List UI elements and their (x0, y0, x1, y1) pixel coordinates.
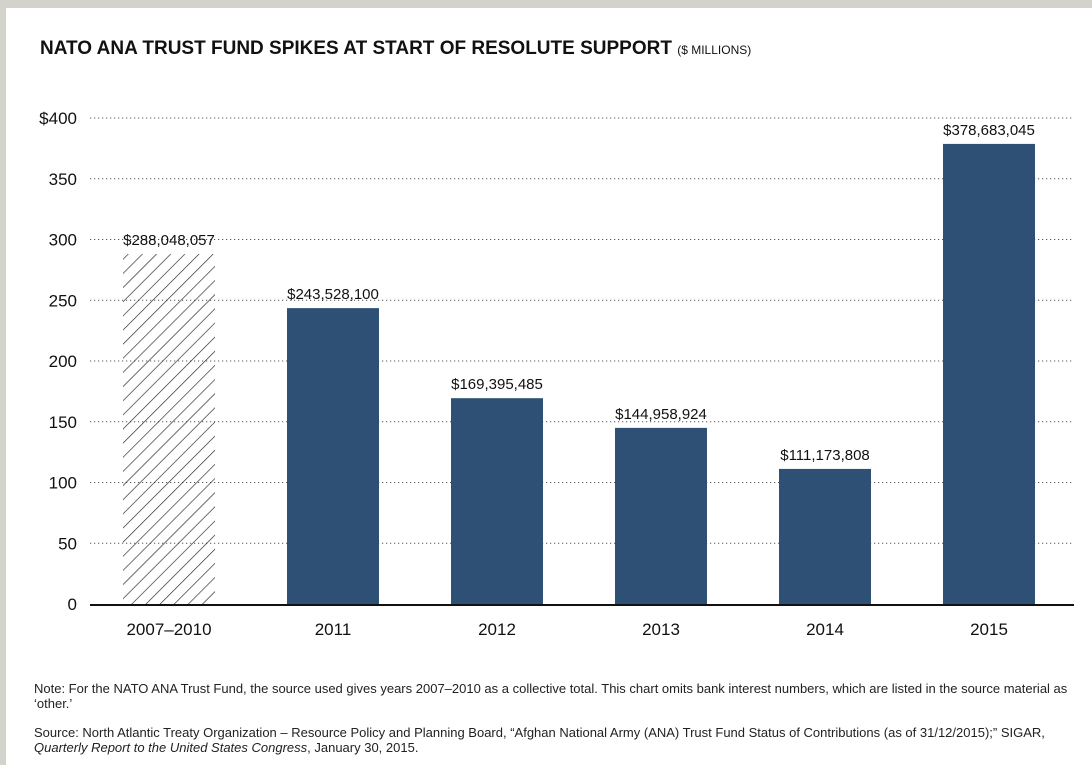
y-tick-label: 350 (49, 170, 77, 189)
chart-title-text: NATO ANA TRUST FUND SPIKES AT START OF R… (40, 38, 672, 59)
source-suffix: , January 30, 2015. (307, 740, 419, 755)
y-tick-label: 50 (58, 534, 77, 553)
bar (287, 308, 379, 604)
chart-title: NATO ANA TRUST FUND SPIKES AT START OF R… (40, 38, 751, 60)
data-label: $144,958,924 (615, 406, 707, 423)
chart-title-unit: ($ MILLIONS) (677, 43, 752, 57)
bar (615, 427, 707, 604)
source-prefix: Source: North Atlantic Treaty Organizati… (34, 725, 1045, 740)
data-label: $378,683,045 (943, 122, 1035, 139)
y-axis-ticks: 0 50 100 150 200 250 300 350 $400 (39, 109, 77, 614)
bar (779, 468, 871, 604)
chart-note: Note: For the NATO ANA Trust Fund, the s… (34, 681, 1068, 711)
data-labels: $288,048,057 $243,528,100 $169,395,485 $144… (123, 122, 1035, 464)
bar (451, 398, 543, 604)
grid-lines (90, 117, 1074, 544)
x-tick-label: 2014 (806, 620, 844, 639)
x-tick-label: 2011 (315, 620, 352, 639)
y-tick-label: 150 (49, 413, 77, 432)
x-tick-label: 2015 (970, 620, 1008, 639)
y-tick-label: $400 (39, 109, 77, 128)
data-label: $169,395,485 (451, 376, 543, 393)
bar (943, 143, 1035, 605)
data-label: $288,048,057 (123, 232, 215, 249)
y-tick-label: 250 (49, 291, 77, 310)
y-tick-label: 300 (49, 231, 77, 250)
data-label: $111,173,808 (780, 447, 870, 464)
x-axis-ticks: 2007–2010 2011 2012 2013 2014 2015 (126, 620, 1007, 639)
y-tick-label: 100 (49, 474, 77, 493)
x-tick-label: 2007–2010 (126, 620, 211, 639)
x-tick-label: 2013 (642, 620, 680, 639)
source-publication: Quarterly Report to the United States Co… (34, 740, 308, 755)
chart-source: Source: North Atlantic Treaty Organizati… (34, 725, 1074, 755)
x-tick-label: 2012 (478, 620, 516, 639)
y-tick-label: 0 (68, 595, 77, 614)
bars (123, 143, 1035, 605)
bar (123, 254, 215, 604)
data-label: $243,528,100 (287, 286, 379, 303)
y-tick-label: 200 (49, 352, 77, 371)
